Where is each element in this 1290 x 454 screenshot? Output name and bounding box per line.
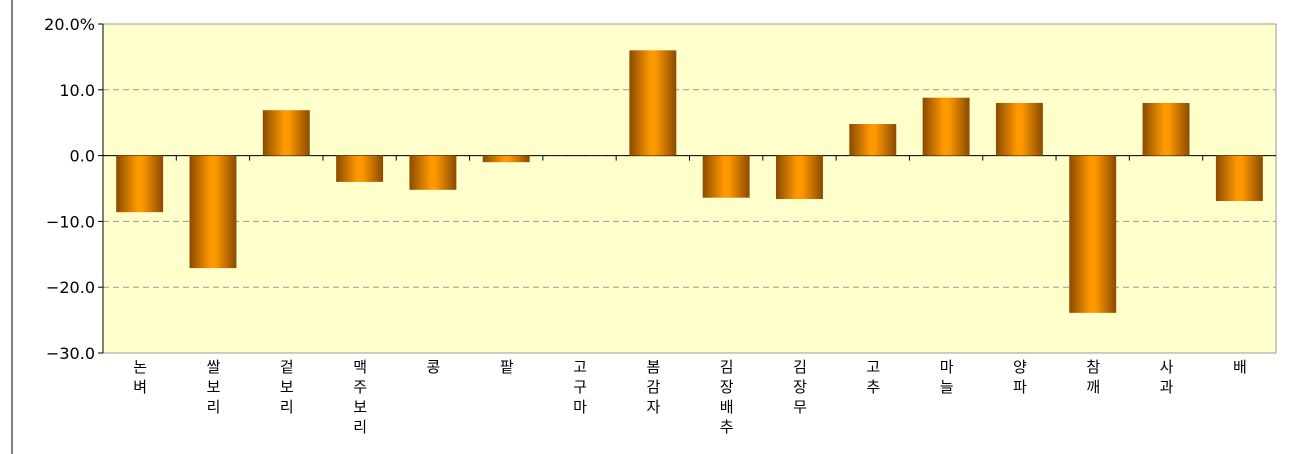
y-tick-label: 10.0 — [59, 81, 95, 100]
y-tick-label: −30.0 — [46, 344, 95, 363]
bar — [849, 124, 897, 156]
x-tick-label: 배 — [1230, 359, 1248, 379]
x-tick-label: 겉보리 — [277, 359, 295, 419]
x-tick-label: 김장무 — [790, 359, 808, 419]
bar — [1142, 102, 1190, 156]
bar — [995, 102, 1043, 156]
x-tick-label: 김장배추 — [717, 359, 735, 439]
bar — [189, 155, 237, 269]
bar — [409, 155, 457, 190]
x-tick-label: 참깨 — [1084, 359, 1102, 399]
x-tick-label: 쌀보리 — [204, 359, 222, 419]
bar — [922, 97, 970, 156]
x-tick-label: 마늘 — [937, 359, 955, 399]
x-tick-label: 사과 — [1157, 359, 1175, 399]
y-tick-label: 0.0 — [70, 147, 95, 166]
x-tick-label: 팥 — [497, 359, 515, 379]
x-tick-label: 고구마 — [571, 359, 589, 419]
bar — [336, 155, 384, 182]
x-tick-label: 콩 — [424, 359, 442, 379]
y-tick-label: −20.0 — [46, 278, 95, 297]
bar — [776, 155, 823, 200]
x-tick-label: 논벼 — [131, 359, 149, 399]
bar — [116, 155, 164, 213]
bar — [629, 50, 677, 156]
bar — [262, 110, 310, 156]
y-tick-label: −10.0 — [46, 212, 95, 231]
bar — [702, 155, 750, 198]
y-tick-label: 20.0% — [44, 15, 95, 34]
bar — [1069, 155, 1117, 313]
bar — [1215, 155, 1263, 202]
x-tick-label: 고추 — [864, 359, 882, 399]
bar — [482, 155, 530, 163]
x-tick-label: 맥주보리 — [351, 359, 369, 439]
x-tick-label: 양파 — [1010, 359, 1028, 399]
x-tick-label: 봄감자 — [644, 359, 662, 419]
